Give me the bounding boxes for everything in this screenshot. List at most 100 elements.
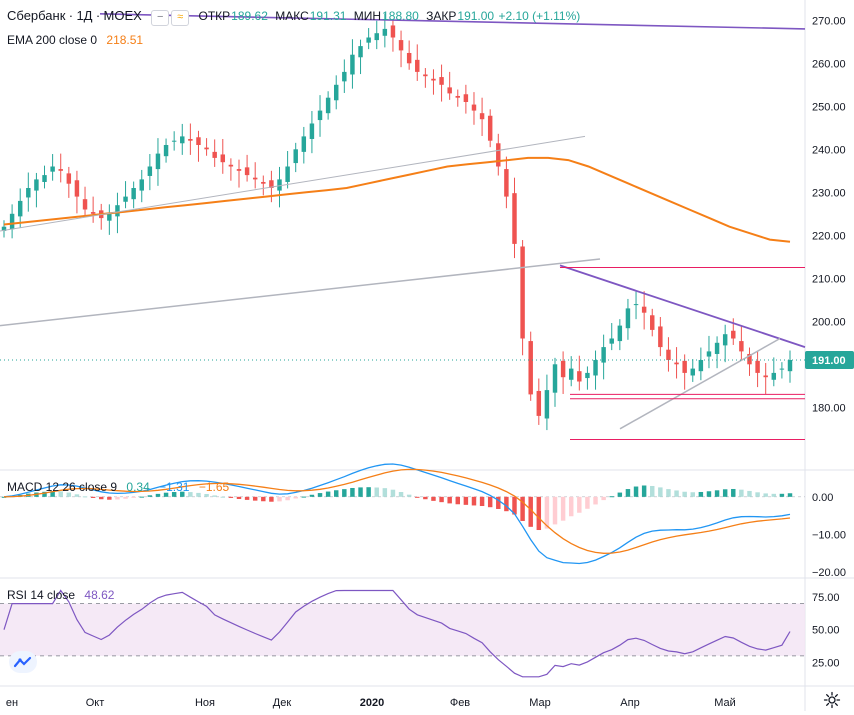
open-label: ОТКР <box>198 9 231 24</box>
candle-body <box>285 166 290 182</box>
candle-body <box>625 308 631 329</box>
candle-body <box>431 78 436 81</box>
macd-histogram-bar <box>58 491 63 497</box>
candle-body <box>74 180 80 197</box>
time-tick-label: Мар <box>529 697 551 709</box>
rsi-tick-label: 75.00 <box>812 592 840 604</box>
macd-histogram-bar <box>382 488 388 497</box>
time-tick-label: Дек <box>273 697 292 709</box>
symbol-interval[interactable]: 1Д <box>76 8 93 24</box>
candle-body <box>544 390 550 419</box>
macd-histogram-bar <box>560 496 566 521</box>
macd-histogram-bar <box>779 493 785 497</box>
candle-body <box>609 338 614 344</box>
time-tick-label: 2020 <box>360 697 384 709</box>
high-label: МАКС <box>275 9 309 24</box>
candle-body <box>487 115 493 141</box>
macd-histogram-bar <box>261 496 266 502</box>
rsi-line <box>3 589 791 678</box>
price-tick-label: 200.00 <box>812 316 846 328</box>
candle-body <box>536 390 542 416</box>
macd-histogram-bar <box>755 492 760 497</box>
candle-body <box>771 372 777 380</box>
candle-body <box>188 138 193 141</box>
candle-body <box>398 40 404 51</box>
candle-body <box>528 341 533 395</box>
macd-histogram-bar <box>722 489 728 497</box>
rsi-tick-label: 50.00 <box>812 625 840 637</box>
ema-value: 218.51 <box>106 33 144 47</box>
macd-histogram-bar <box>674 490 679 497</box>
macd-histogram-bar <box>731 488 736 497</box>
price-tick-label: 240.00 <box>812 144 846 156</box>
candle-body <box>455 95 461 98</box>
symbol-name[interactable]: Сбербанк <box>7 8 66 24</box>
macd-legend[interactable]: MACD 12 26 close 9 0.34 −1.31 −1.65 <box>7 479 229 495</box>
candle-body <box>366 37 371 43</box>
candle-body <box>163 145 169 157</box>
macd-histogram-bar <box>228 496 234 498</box>
trendline-support <box>0 258 601 327</box>
tradingview-logo-icon[interactable] <box>9 651 37 673</box>
macd-histogram-bar <box>487 496 493 508</box>
triangle-upper <box>559 264 806 348</box>
macd-histogram-bar <box>171 492 177 497</box>
macd-histogram-bar <box>698 491 704 497</box>
macd-histogram-bar <box>415 496 420 498</box>
macd-histogram-bar <box>439 496 444 503</box>
change-value: +2.10 (+1.11%) <box>498 9 581 24</box>
candle-body <box>82 199 88 210</box>
ema-legend[interactable]: EMA 200 close 0 218.51 <box>7 32 143 48</box>
candle-body <box>406 52 412 64</box>
rsi-legend[interactable]: RSI 14 close 48.62 <box>7 587 114 603</box>
candle-body <box>147 166 153 176</box>
candle-body <box>463 94 469 102</box>
candle-body <box>382 28 388 36</box>
macd-histogram-bar <box>309 494 315 497</box>
candle-body <box>277 179 282 191</box>
symbol-legend: Сбербанк · 1Д · MOEX − ≈ ОТКР189.62 МАКС1… <box>7 8 580 26</box>
macd-histogram-bar <box>350 487 355 497</box>
macd-histogram-bar <box>82 496 88 498</box>
low-value: 188.80 <box>382 9 419 24</box>
candle-body <box>496 143 501 167</box>
candle-body <box>261 181 266 184</box>
macd-histogram-bar <box>74 494 80 497</box>
candle-body <box>504 169 509 197</box>
candle-body <box>171 140 177 142</box>
macd-histogram-bar <box>658 487 663 497</box>
candle-body <box>658 326 663 348</box>
candle-body <box>123 196 128 202</box>
macd-histogram-bar <box>406 494 412 497</box>
macd-histogram-bar <box>220 496 226 498</box>
gear-icon[interactable] <box>822 690 842 710</box>
candle-body <box>479 113 485 120</box>
macd-histogram-bar <box>358 487 363 497</box>
candle-body <box>714 342 720 354</box>
macd-histogram-bar <box>342 489 347 497</box>
price-tick-label: 180.00 <box>812 402 846 414</box>
time-tick-label: Ноя <box>195 697 215 709</box>
macd-histogram-bar <box>90 496 96 498</box>
candle-body <box>212 151 217 158</box>
candle-body <box>220 154 226 163</box>
candle-body <box>593 360 598 376</box>
candle-body <box>439 77 444 85</box>
candle-body <box>42 175 47 182</box>
candle-body <box>706 351 712 357</box>
candle-body <box>358 46 363 58</box>
candle-body <box>747 353 752 365</box>
macd-histogram-bar <box>374 487 379 497</box>
collapse-icon[interactable]: − <box>151 10 170 26</box>
wave-icon[interactable]: ≈ <box>171 10 190 26</box>
macd-histogram-bar <box>333 490 339 497</box>
macd-histogram-bar <box>601 496 606 501</box>
macd-signal-line <box>3 468 791 554</box>
candle-body <box>9 213 15 230</box>
candle-body <box>666 349 671 360</box>
macd-histogram-bar <box>625 489 631 497</box>
macd-histogram-bar <box>107 496 112 500</box>
candle-body <box>26 188 31 198</box>
candle-body <box>333 84 339 101</box>
